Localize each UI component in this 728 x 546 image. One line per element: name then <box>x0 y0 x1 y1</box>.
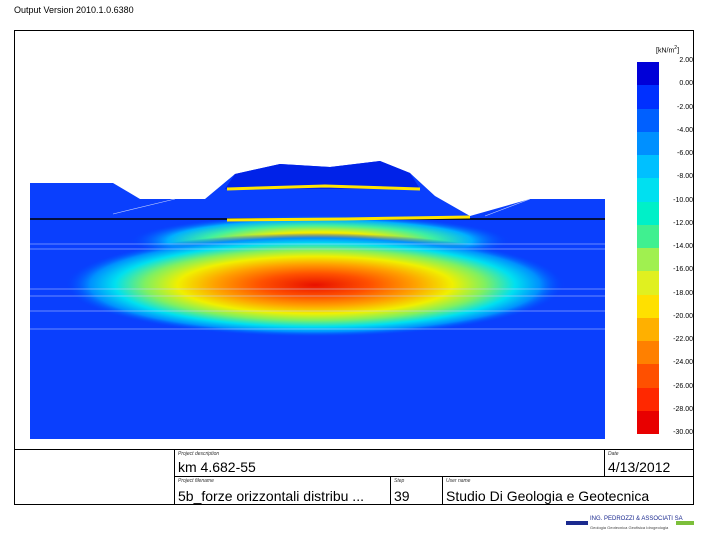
tb-date: Date 4/13/2012 <box>605 450 693 477</box>
plot-frame: [kN/m2] 2.00 0.00 -2.00 -4.00 -6.00 -8.00 -10.… <box>14 30 694 450</box>
stress-contour-plot <box>30 161 605 439</box>
legend-color-segment <box>637 155 659 179</box>
title-block: Project description km 4.682-55 Date 4/1… <box>14 450 694 505</box>
tb-empty-left <box>15 450 175 505</box>
legend-tick-label: -16.00 <box>673 266 693 274</box>
legend-tick-label: -6.00 <box>677 150 693 157</box>
legend-tick-label: -2.00 <box>677 103 693 111</box>
legend-tick-label: -28.00 <box>673 405 693 413</box>
legend-color-segment <box>637 62 659 86</box>
tb-value: 4/13/2012 <box>608 459 671 475</box>
legend-tick-label: -4.00 <box>677 126 693 134</box>
tb-project-description: Project description km 4.682-55 <box>175 450 605 477</box>
legend-color-segment <box>637 201 659 225</box>
legend-color-segment <box>637 131 659 155</box>
tb-value: km 4.682-55 <box>178 459 256 475</box>
legend-tick-label: -8.00 <box>677 173 693 181</box>
tb-caption: User name <box>446 478 471 484</box>
legend-unit: [kN/m2] <box>656 45 679 54</box>
company-logo: ING. PEDROZZI & ASSOCIATI SA Geologia Ge… <box>566 513 694 537</box>
logo-company-subtitle: Geologia Geotecnica Geofisica Idrogeolog… <box>590 525 669 530</box>
legend-color-segment <box>637 224 659 248</box>
tb-step: Step 39 <box>391 477 443 505</box>
legend-labels: 2.00 0.00 -2.00 -4.00 -6.00 -8.00 -10.00 -12.00… <box>661 57 695 437</box>
tb-caption: Step <box>394 478 405 484</box>
legend-tick-label: -10.00 <box>673 196 693 204</box>
tb-value: 39 <box>394 488 410 504</box>
legend-tick-label: -26.00 <box>673 382 693 390</box>
legend-color-bar <box>637 62 659 434</box>
legend-color-segment <box>637 364 659 388</box>
output-version-label: Output Version 2010.1.0.6380 <box>14 5 134 15</box>
legend-unit-base: [kN/m <box>656 47 675 55</box>
tb-user-name: User name Studio Di Geologia e Geotecnic… <box>443 477 693 505</box>
legend-tick-label: 2.00 <box>679 57 693 64</box>
legend-unit-close: ] <box>677 47 680 55</box>
legend-color-segment <box>637 85 659 109</box>
legend-tick-label: -20.00 <box>673 312 693 320</box>
tb-caption: Date <box>608 451 619 457</box>
legend-color-segment <box>637 178 659 202</box>
legend-color-segment <box>637 387 659 411</box>
legend-tick-label: 0.00 <box>679 80 693 88</box>
legend-color-segment <box>637 341 659 365</box>
tb-caption: Project description <box>178 451 220 457</box>
legend-color-segment <box>637 294 659 318</box>
tb-value: Studio Di Geologia e Geotecnica <box>446 488 650 504</box>
reinforcement-lower <box>226 215 471 222</box>
embankment-outline <box>484 198 531 217</box>
legend-color-segment <box>637 108 659 132</box>
legend-color-segment <box>637 317 659 341</box>
legend-tick-label: -24.00 <box>673 359 693 367</box>
stress-bulb-main <box>65 233 565 337</box>
logo-green-bar <box>676 521 694 525</box>
legend-tick-label: -12.00 <box>673 219 693 227</box>
legend-color-segment <box>637 248 659 272</box>
legend-color-segment <box>637 271 659 295</box>
legend-tick-label: -22.00 <box>673 336 693 343</box>
logo-blue-bar <box>566 521 588 525</box>
legend-tick-label: -14.00 <box>673 243 693 250</box>
tb-value: 5b_forze orizzontali distribu ... <box>178 488 364 504</box>
tb-project-filename: Project filename 5b_forze orizzontali di… <box>175 477 391 505</box>
legend-tick-label: -30.00 <box>673 429 693 436</box>
legend-color-segment <box>637 410 659 434</box>
logo-company-name: ING. PEDROZZI & ASSOCIATI SA <box>590 516 683 522</box>
embankment-outline <box>112 198 176 215</box>
reinforcement-upper <box>226 184 421 191</box>
legend-tick-label: -18.00 <box>673 289 693 297</box>
tb-caption: Project filename <box>178 478 214 484</box>
legend-unit-sup: 2 <box>674 45 678 51</box>
embankment-crest <box>225 161 420 189</box>
